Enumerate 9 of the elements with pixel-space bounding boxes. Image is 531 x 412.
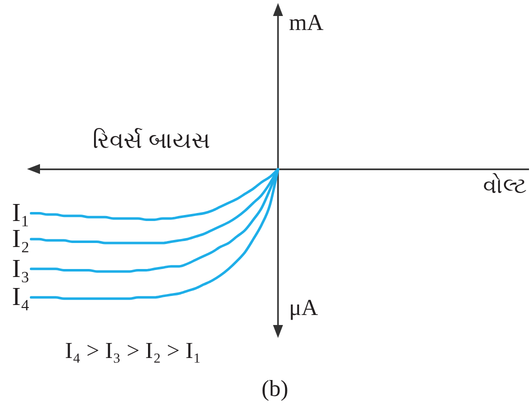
text: (b) xyxy=(262,376,288,401)
text: રિવર્સ બાયસ xyxy=(92,128,210,154)
text: mA xyxy=(289,10,324,35)
series-label: I₃ xyxy=(12,254,30,283)
text: I₄ > I₃ > I₂ > I₁ xyxy=(65,338,202,363)
annotation: μA xyxy=(289,295,318,320)
series-label: I₄ xyxy=(12,282,30,312)
x-axis-title: વોલ્ટ xyxy=(483,173,527,198)
series-label: I₁ xyxy=(12,198,30,228)
